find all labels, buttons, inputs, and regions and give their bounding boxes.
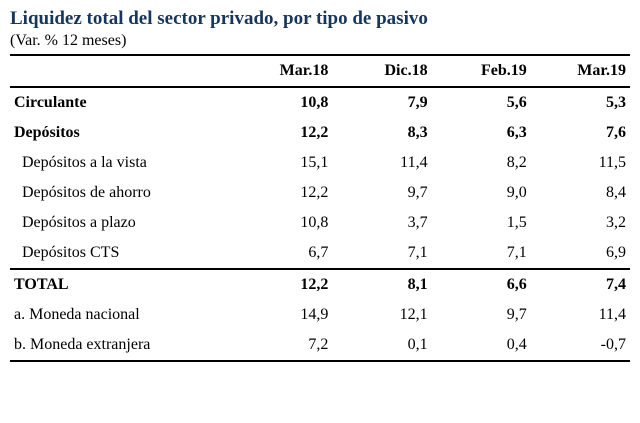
row-label: Depósitos [14, 123, 80, 141]
cell-value: 5,6 [506, 93, 527, 111]
cell-value: 7,2 [233, 329, 333, 362]
row-label: Depósitos a la vista [22, 153, 147, 171]
cell-value: 10,8 [300, 213, 329, 231]
row-label: Depósitos CTS [22, 243, 120, 261]
cell-value: 15,1 [300, 153, 329, 171]
cell-value: 14,9 [300, 305, 329, 323]
cell-value: 11,5 [598, 153, 626, 171]
cell-value: 9,7 [407, 183, 428, 201]
cell-value: 6,6 [431, 267, 531, 300]
cell-value: 8,2 [506, 153, 527, 171]
row-label: a. Moneda nacional [14, 305, 140, 323]
table-header-row: Mar.18 Dic.18 Feb.19 Mar.19 [10, 54, 630, 88]
cell-value: 6,9 [606, 243, 626, 261]
cell-value: 5,3 [606, 93, 626, 111]
cell-value: 11,4 [400, 153, 428, 171]
header-empty [10, 54, 234, 88]
cell-value: 0,4 [431, 329, 531, 362]
header-mar18: Mar.18 [233, 54, 333, 88]
table-row-circulante: Circulante 10,8 7,9 5,6 5,3 [10, 87, 630, 118]
cell-value: 7,1 [506, 243, 527, 261]
cell-value: 8,4 [606, 183, 626, 201]
row-label: Depósitos de ahorro [22, 183, 151, 201]
cell-value: 6,7 [308, 243, 329, 261]
cell-value: 7,4 [530, 267, 630, 300]
cell-value: 12,2 [233, 267, 333, 300]
table-row-depositos-vista: Depósitos a la vista 15,1 11,4 8,2 11,5 [10, 148, 630, 178]
cell-value: 11,4 [598, 305, 626, 323]
table-row-depositos: Depósitos 12,2 8,3 6,3 7,6 [10, 118, 630, 148]
row-label: b. Moneda extranjera [10, 329, 234, 362]
cell-value: 12,2 [300, 183, 329, 201]
cell-value: 7,6 [606, 123, 626, 141]
page-title: Liquidez total del sector privado, por t… [10, 8, 428, 29]
table-row-moneda-nacional: a. Moneda nacional 14,9 12,1 9,7 11,4 [10, 300, 630, 330]
cell-value: 8,1 [332, 267, 432, 300]
header-mar19: Mar.19 [530, 54, 630, 88]
cell-value: 10,8 [300, 93, 329, 111]
cell-value: 12,2 [300, 123, 329, 141]
cell-value: 12,1 [399, 305, 428, 323]
table-row-total: TOTAL 12,2 8,1 6,6 7,4 [10, 267, 630, 300]
row-label: Circulante [14, 93, 87, 111]
cell-value: 6,3 [506, 123, 527, 141]
table-row-depositos-plazo: Depósitos a plazo 10,8 3,7 1,5 3,2 [10, 208, 630, 238]
row-label: TOTAL [10, 267, 234, 300]
header-feb19: Feb.19 [431, 54, 531, 88]
cell-value: 1,5 [506, 213, 527, 231]
cell-value: -0,7 [530, 329, 630, 362]
table-row-depositos-ahorro: Depósitos de ahorro 12,2 9,7 9,0 8,4 [10, 178, 630, 208]
table-row-moneda-extranjera: b. Moneda extranjera 7,2 0,1 0,4 -0,7 [10, 329, 630, 362]
cell-value: 3,2 [606, 213, 626, 231]
cell-value: 9,7 [506, 305, 527, 323]
cell-value: 3,7 [407, 213, 428, 231]
cell-value: 8,3 [407, 123, 428, 141]
cell-value: 7,1 [407, 243, 428, 261]
row-label: Depósitos a plazo [22, 213, 136, 231]
table-row-depositos-cts: Depósitos CTS 6,7 7,1 7,1 6,9 [10, 238, 630, 269]
cell-value: 9,0 [506, 183, 527, 201]
header-dic18: Dic.18 [332, 54, 432, 88]
page-subtitle: (Var. % 12 meses) [10, 31, 127, 49]
liquidity-table: Mar.18 Dic.18 Feb.19 Mar.19 Circulante 1… [10, 53, 630, 362]
cell-value: 7,9 [407, 93, 428, 111]
cell-value: 0,1 [332, 329, 432, 362]
